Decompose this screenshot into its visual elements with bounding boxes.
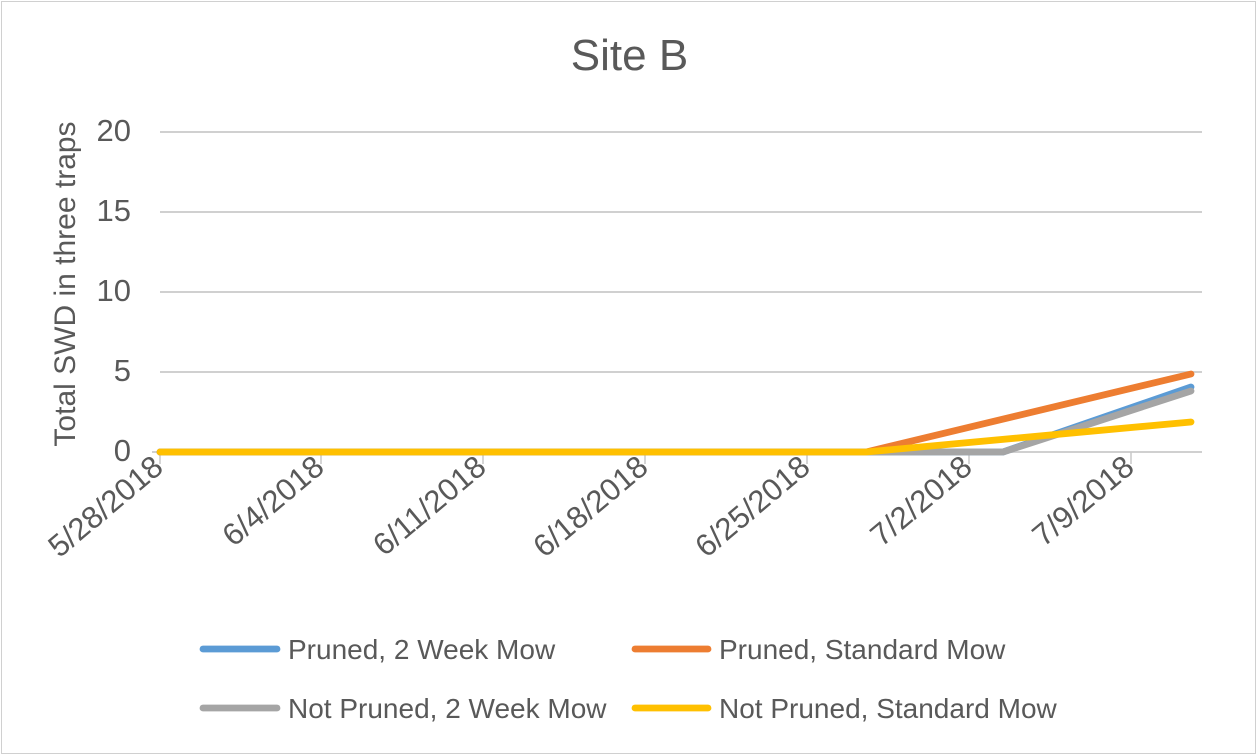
svg-text:7/9/2018: 7/9/2018 xyxy=(1026,449,1141,553)
svg-text:10: 10 xyxy=(97,273,131,308)
svg-text:6/4/2018: 6/4/2018 xyxy=(216,449,331,553)
svg-text:6/18/2018: 6/18/2018 xyxy=(526,449,654,564)
svg-text:20: 20 xyxy=(97,113,131,148)
svg-text:6/25/2018: 6/25/2018 xyxy=(688,449,816,564)
svg-text:Not Pruned, Standard Mow: Not Pruned, Standard Mow xyxy=(719,693,1058,724)
svg-text:7/2/2018: 7/2/2018 xyxy=(864,449,979,553)
svg-text:5: 5 xyxy=(114,353,131,388)
svg-text:Pruned, Standard Mow: Pruned, Standard Mow xyxy=(719,634,1006,665)
svg-text:6/11/2018: 6/11/2018 xyxy=(366,449,492,563)
svg-text:Total SWD in three traps: Total SWD in three traps xyxy=(49,121,82,446)
svg-text:Not Pruned, 2 Week Mow: Not Pruned, 2 Week Mow xyxy=(288,693,607,724)
svg-text:5/28/2018: 5/28/2018 xyxy=(41,449,169,564)
svg-text:0: 0 xyxy=(114,433,131,468)
svg-text:Pruned, 2 Week Mow: Pruned, 2 Week Mow xyxy=(288,634,556,665)
svg-text:15: 15 xyxy=(97,193,131,228)
